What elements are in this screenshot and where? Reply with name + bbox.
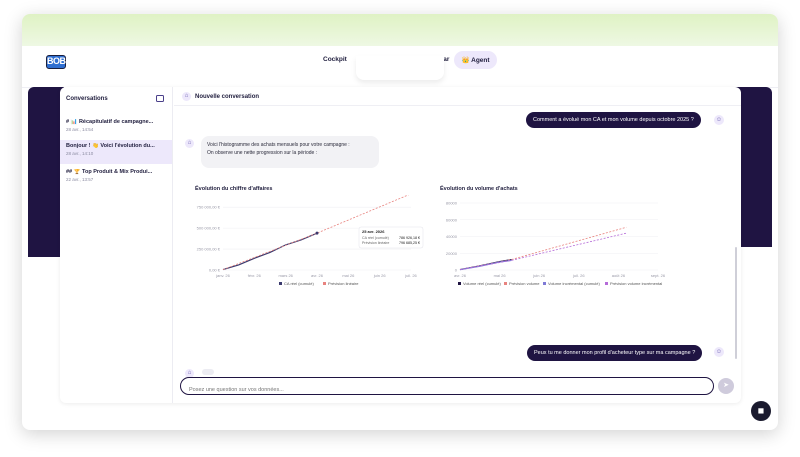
chat-scrollbar[interactable]	[735, 247, 737, 359]
chat-title: Nouvelle conversation	[195, 93, 260, 100]
x-tick-label: avr. 26	[454, 273, 467, 278]
revenue-chart: 0,00 € 250 000,00 € 500 000,00 € 750 000,00…	[197, 195, 424, 286]
user-message: Comment a évolué mon CA et mon volume de…	[526, 112, 701, 128]
series-line	[222, 232, 318, 271]
top-banner	[22, 14, 778, 46]
legend-label: Volume incrémental (cumulé)	[548, 281, 600, 286]
legend-swatch	[543, 282, 546, 285]
x-tick-label: févr. 26	[248, 273, 262, 278]
x-tick-label: janv. 26	[215, 273, 230, 278]
decorative-shape-left	[28, 87, 64, 257]
bot-avatar-icon: ⌂	[185, 369, 194, 378]
robot-icon: ⌂	[182, 92, 191, 101]
tooltip-row-label: Prévision linéaire	[362, 241, 389, 245]
send-icon: ➤	[723, 382, 729, 389]
volume-chart: 0 20000 40000 60000 80000 avr. 26 mai 26 juin 2…	[446, 201, 666, 286]
agent-icon: 👑	[461, 57, 470, 64]
bot-message: Voici l'histogramme des achats mensuels …	[201, 136, 379, 168]
x-tick-label: juil. 26	[404, 273, 417, 278]
chat-launcher-button[interactable]: ◼	[751, 401, 771, 421]
nav-dropdown	[356, 56, 444, 80]
series-line	[222, 195, 410, 270]
conversation-item[interactable]: # 📊 Récapitulatif de campagne... 28 avr.…	[60, 116, 172, 140]
tooltip-box	[358, 226, 424, 249]
question-input-wrapper	[180, 377, 714, 398]
y-tick-label: 500 000,00 €	[197, 226, 221, 231]
legend-swatch	[504, 282, 507, 285]
legend-swatch	[279, 282, 282, 285]
chart-title-volume: Évolution du volume d'achats	[440, 186, 518, 192]
app-window: BOB Cockpit Audience Insights Radar 👑 Ag…	[22, 14, 778, 430]
chat-area: ⌂ Nouvelle conversation Comment a évolué…	[174, 87, 741, 403]
chart-title-ca: Évolution du chiffre d'affaires	[195, 186, 273, 192]
y-tick-label: 250 000,00 €	[197, 247, 221, 252]
tooltip-row-label: CA réel (cumulé)	[362, 236, 389, 240]
y-tick-label: 60000	[446, 217, 458, 222]
conversation-date: 28 avr., 14:54	[66, 127, 94, 132]
conversation-item-active[interactable]: Bonjour ! 👋 Voici l'évolution du... 28 a…	[60, 140, 172, 164]
series-line	[459, 226, 627, 270]
y-tick-label: 80000	[446, 201, 458, 206]
tooltip-row-value: 786 926,18 €	[399, 236, 420, 240]
tooltip-date: 25 avr. 2026	[362, 229, 385, 234]
agent-panel: Conversations # 📊 Récapitulatif de campa…	[60, 87, 741, 403]
bot-message-line: On observe une nette progression sur la …	[207, 150, 318, 156]
x-tick-label: mai 26	[342, 273, 355, 278]
x-tick-label: août 26	[612, 273, 626, 278]
user-avatar-icon: ☺	[714, 347, 724, 357]
y-tick-label: 750 000,00 €	[197, 205, 221, 210]
nav-agent[interactable]: 👑 Agent	[454, 51, 497, 69]
bot-avatar-icon: ⌂	[185, 139, 194, 148]
nav-cockpit[interactable]: Cockpit	[323, 56, 347, 63]
conversation-title: # 📊 Récapitulatif de campagne...	[66, 119, 154, 125]
brand-logo[interactable]: BOB	[46, 55, 66, 69]
series-line	[459, 232, 627, 271]
tooltip-row-value: 796 685,25 €	[399, 241, 420, 245]
x-tick-label: juil. 26	[572, 273, 585, 278]
x-tick-label: avr. 26	[311, 273, 324, 278]
legend-label: Prévision linéaire	[328, 281, 359, 286]
new-conversation-icon[interactable]	[156, 95, 164, 102]
legend-label: Prévision volume incrémental	[610, 281, 662, 286]
x-tick-label: juin 26	[532, 273, 546, 278]
y-tick-label: 20000	[446, 251, 458, 256]
conversation-item[interactable]: ## 🏆 Top Produit & Mix Produi... 22 avr.…	[60, 166, 172, 190]
x-tick-label: mars 26	[278, 273, 293, 278]
send-button[interactable]: ➤	[718, 378, 734, 394]
legend-label: CA réel (cumulé)	[284, 281, 314, 286]
x-tick-label: sept. 26	[651, 273, 666, 278]
conversation-date: 28 avr., 14:10	[66, 151, 94, 156]
legend-swatch	[605, 282, 608, 285]
chat-bubble-icon: ◼	[757, 406, 765, 415]
x-tick-label: juin 26	[373, 273, 387, 278]
y-tick-label: 40000	[446, 234, 458, 239]
question-input[interactable]	[181, 382, 713, 398]
legend-label: Volume réel (cumulé)	[463, 281, 501, 286]
legend-swatch	[458, 282, 461, 285]
conversation-title: Bonjour ! 👋 Voici l'évolution du...	[66, 143, 155, 149]
sidebar-title: Conversations	[66, 96, 108, 102]
conversations-sidebar: Conversations # 📊 Récapitulatif de campa…	[60, 87, 173, 403]
user-message: Peux tu me donner mon profil d'acheteur …	[527, 345, 703, 361]
y-tick-label: 0,00 €	[209, 268, 221, 273]
legend-label: Prévision volume	[509, 281, 540, 286]
x-tick-label: mai 26	[494, 273, 507, 278]
y-tick-label: 0	[455, 268, 458, 273]
user-avatar-icon: ☺	[714, 115, 724, 125]
bot-message-line: Voici l'histogramme des achats mensuels …	[207, 142, 350, 148]
tooltip-marker	[315, 231, 319, 235]
conversation-title: ## 🏆 Top Produit & Mix Produi...	[66, 169, 153, 175]
nav-agent-label: Agent	[471, 57, 490, 64]
divider	[174, 105, 741, 106]
conversation-date: 22 avr., 13:57	[66, 177, 94, 182]
chat-header: ⌂ Nouvelle conversation	[182, 92, 259, 101]
typing-indicator	[202, 369, 214, 375]
legend-swatch	[323, 282, 326, 285]
